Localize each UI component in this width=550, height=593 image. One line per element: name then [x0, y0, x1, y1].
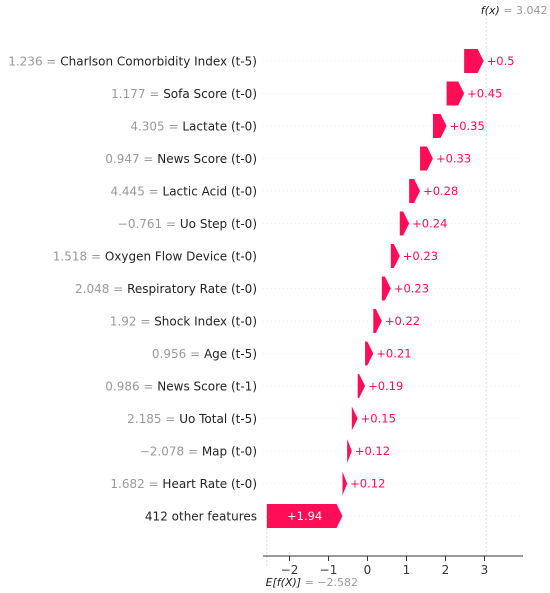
- feature-value: 1.236: [8, 55, 42, 69]
- feature-name: Charlson Comorbidity Index (t-5): [60, 55, 257, 69]
- feature-value: 1.518: [53, 250, 87, 264]
- feature-label: 0.947 = News Score (t-0): [105, 152, 257, 166]
- contribution-label: +0.33: [436, 152, 471, 166]
- contribution-label: +0.12: [350, 477, 385, 491]
- feature-name: News Score (t-0): [157, 152, 257, 166]
- contribution-bar: [432, 114, 447, 138]
- contribution-label: +0.35: [450, 119, 485, 133]
- feature-value: 1.92: [110, 315, 137, 329]
- fx-label-value: 3.042: [516, 4, 548, 17]
- feature-label: 1.92 = Shock Index (t-0): [110, 315, 257, 329]
- feature-labels: 1.236 = Charlson Comorbidity Index (t-5)…: [8, 55, 257, 524]
- contribution-label: +0.15: [361, 412, 396, 426]
- feature-label: 4.305 = Lactate (t-0): [130, 120, 257, 134]
- efx-label-name: E[f(X)]: [266, 576, 302, 589]
- contribution-bar: [342, 471, 348, 496]
- x-tick-label: 1: [403, 563, 411, 577]
- fx-label-text: f(x) = 3.042: [481, 4, 548, 17]
- contribution-label: +0.45: [467, 87, 502, 101]
- feature-name: Shock Index (t-0): [154, 315, 257, 329]
- contribution-bar: [464, 49, 484, 73]
- x-tick-label: 3: [481, 563, 489, 577]
- feature-label: 412 other features: [145, 510, 257, 524]
- feature-name: News Score (t-1): [157, 380, 257, 394]
- feature-label: 0.986 = News Score (t-1): [105, 380, 257, 394]
- feature-name: Age (t-5): [204, 347, 257, 361]
- feature-label: 1.682 = Heart Rate (t-0): [110, 477, 257, 491]
- feature-label: 4.445 = Lactic Acid (t-0): [110, 185, 257, 199]
- contribution-bar: [266, 504, 343, 528]
- feature-label: 2.048 = Respiratory Rate (t-0): [75, 282, 257, 296]
- feature-value: −2.078: [140, 445, 184, 459]
- contribution-label: +0.19: [368, 379, 403, 393]
- feature-name: Lactic Acid (t-0): [163, 185, 257, 199]
- efx-label-text: E[f(X)] = −2.582: [266, 576, 358, 589]
- feature-name: Respiratory Rate (t-0): [127, 282, 257, 296]
- efx-label: E[f(X)] = −2.582: [266, 576, 358, 589]
- contribution-bar: [399, 211, 410, 236]
- contribution-bar: [381, 276, 391, 301]
- contribution-label: +0.28: [423, 184, 458, 198]
- contribution-bar: [420, 146, 433, 171]
- feature-value: 2.185: [127, 412, 161, 426]
- contribution-bar: [409, 179, 421, 203]
- feature-label: 0.956 = Age (t-5): [152, 347, 257, 361]
- feature-name: Uo Step (t-0): [180, 217, 257, 231]
- feature-label: 2.185 = Uo Total (t-5): [127, 412, 257, 426]
- x-tick-label: −1: [320, 563, 338, 577]
- contribution-bar: [351, 406, 358, 431]
- contribution-label: +0.21: [376, 347, 411, 361]
- feature-value: 1.682: [110, 477, 144, 491]
- feature-name: Map (t-0): [202, 445, 257, 459]
- efx-label-value: −2.582: [317, 576, 358, 589]
- feature-label: −2.078 = Map (t-0): [140, 445, 257, 459]
- feature-value: 4.445: [110, 185, 144, 199]
- contribution-label: +0.22: [385, 314, 420, 328]
- feature-value: 1.177: [111, 87, 145, 101]
- x-tick-label: 2: [442, 563, 450, 577]
- row-gridlines: [263, 60, 523, 517]
- fx-label: f(x) = 3.042: [481, 4, 548, 17]
- contribution-label: +0.5: [487, 54, 515, 68]
- feature-label: 1.236 = Charlson Comorbidity Index (t-5): [8, 55, 257, 69]
- feature-value: 4.305: [130, 120, 164, 134]
- contribution-bar: [373, 309, 382, 333]
- contribution-bar: [390, 244, 400, 268]
- feature-value: 2.048: [75, 282, 109, 296]
- contribution-label: +0.23: [394, 282, 429, 296]
- feature-name: Sofa Score (t-0): [163, 87, 257, 101]
- x-tick-label: −2: [281, 563, 299, 577]
- x-tick-label: 0: [364, 563, 372, 577]
- feature-name: Oxygen Flow Device (t-0): [105, 250, 257, 264]
- contribution-bar: [357, 374, 366, 398]
- fx-label-name: f(x): [481, 4, 500, 17]
- feature-label: 1.177 = Sofa Score (t-0): [111, 87, 257, 101]
- feature-label: −0.761 = Uo Step (t-0): [118, 217, 257, 231]
- feature-name: Heart Rate (t-0): [162, 477, 257, 491]
- contribution-label: +0.12: [355, 444, 390, 458]
- contribution-bar: [365, 341, 374, 366]
- feature-value: 0.986: [105, 380, 139, 394]
- contribution-label: +1.94: [287, 509, 322, 523]
- feature-name: Uo Total (t-5): [179, 412, 257, 426]
- feature-name: Lactate (t-0): [182, 120, 257, 134]
- contribution-bars: +0.5 +0.45 +0.35 +0.33 +0.28 +0.24 +0.23 +0.23 +…: [266, 49, 515, 528]
- contribution-label: +0.23: [403, 249, 438, 263]
- x-axis: −2 −1 0 1 2 3: [263, 555, 523, 577]
- feature-value: −0.761: [118, 217, 162, 231]
- feature-value: 0.947: [105, 152, 139, 166]
- contribution-label: +0.24: [412, 217, 447, 231]
- contribution-bar: [446, 81, 465, 106]
- feature-label: 1.518 = Oxygen Flow Device (t-0): [53, 250, 257, 264]
- feature-value: 0.956: [152, 347, 186, 361]
- contribution-bar: [347, 439, 352, 463]
- feature-name: 412 other features: [145, 510, 257, 524]
